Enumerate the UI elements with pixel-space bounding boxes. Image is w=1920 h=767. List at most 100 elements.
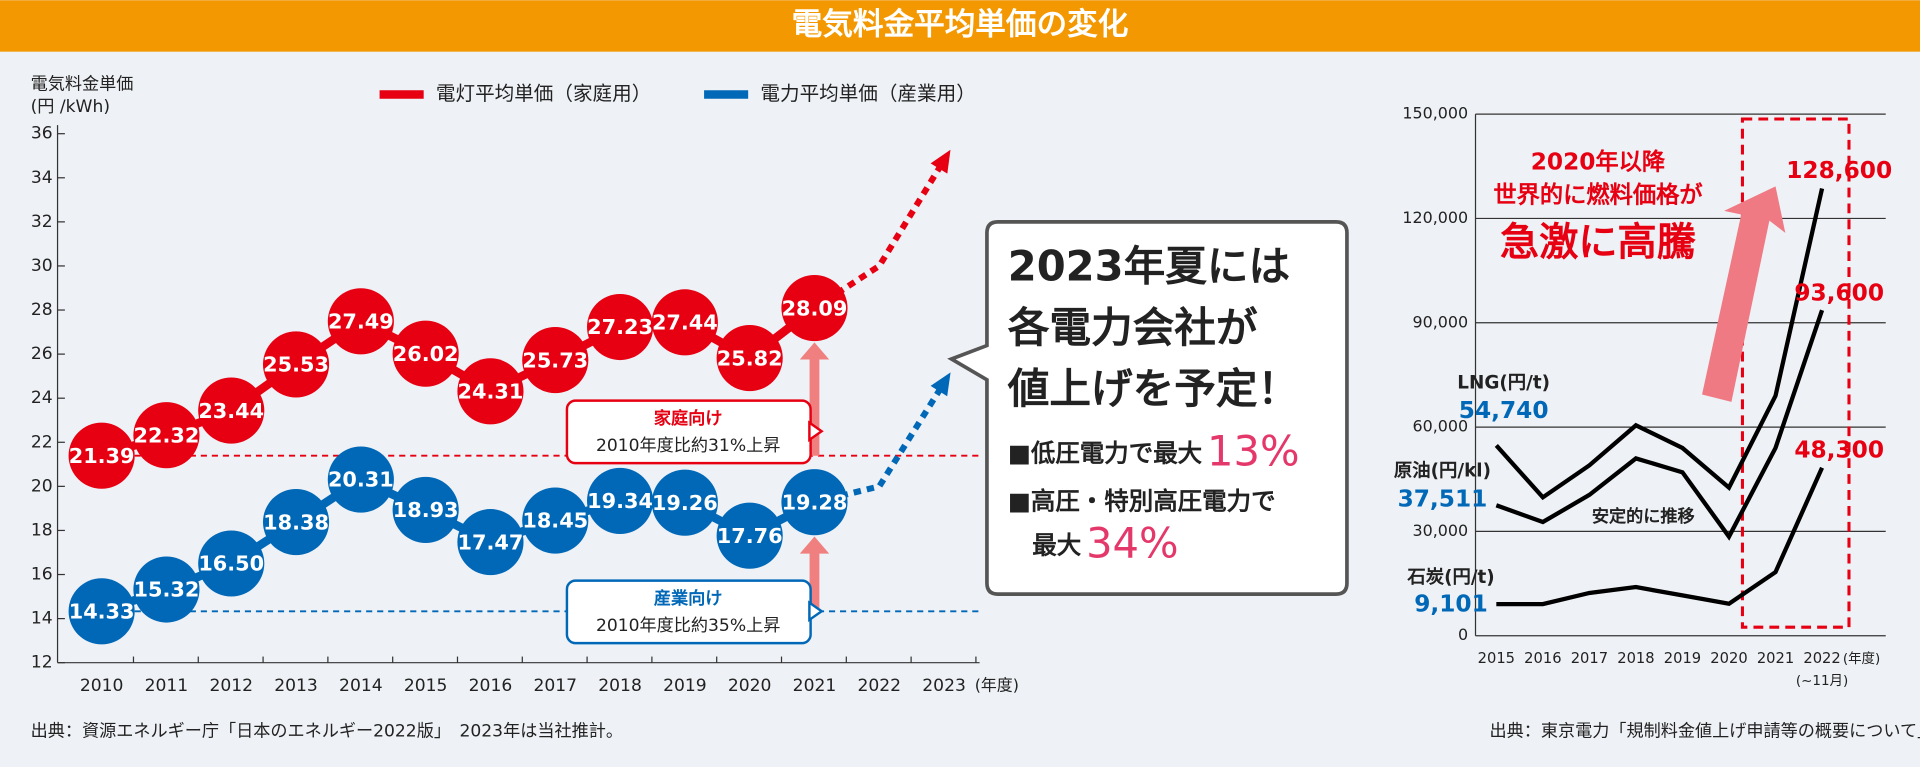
data-point xyxy=(781,469,848,536)
x-unit: (年度) xyxy=(1843,651,1880,667)
x-tick-label: 2011 xyxy=(145,676,189,696)
data-point xyxy=(133,402,200,469)
data-label: 128,600 xyxy=(1786,157,1892,184)
bubble-highlight: 13% xyxy=(1207,427,1300,476)
bubble-item-text: ■低圧電力で最大 xyxy=(1008,439,1203,468)
annotation: 安定的に推移 xyxy=(1592,506,1695,527)
data-point xyxy=(133,556,200,623)
data-point xyxy=(781,274,848,342)
y-tick-label: 120,000 xyxy=(1402,208,1468,227)
data-point xyxy=(716,325,783,392)
data-point xyxy=(522,327,589,394)
data-label: 54,740 xyxy=(1459,397,1549,424)
y-axis-label: (円 /kWh) xyxy=(31,97,110,117)
data-point xyxy=(262,489,330,556)
callout-pointer xyxy=(808,600,824,623)
y-axis-label: 電気料金単価 xyxy=(31,75,134,95)
data-label: 26.02 xyxy=(393,342,459,366)
data-label: 25.73 xyxy=(522,348,588,372)
x-tick-label: 2022 xyxy=(1803,650,1840,667)
bubble-heading: 2023年夏には xyxy=(1008,242,1290,291)
y-tick-label: 26 xyxy=(31,344,53,364)
y-tick-label: 20 xyxy=(31,476,53,496)
data-label: 20.31 xyxy=(328,468,394,492)
title-bar xyxy=(0,0,1920,52)
data-point xyxy=(198,530,265,597)
data-label: 16.50 xyxy=(198,552,264,576)
callout-pointer xyxy=(808,420,824,443)
data-label: 48,300 xyxy=(1794,436,1884,463)
data-label: 17.76 xyxy=(717,524,783,548)
data-label: 15.32 xyxy=(134,578,200,602)
increase-arrow xyxy=(799,536,830,612)
data-point xyxy=(327,446,394,513)
title: 電気料金平均単価の変化 xyxy=(792,6,1129,42)
data-label: 21.39 xyxy=(69,444,135,468)
data-point xyxy=(716,502,783,569)
data-point xyxy=(651,469,718,536)
y-tick-label: 22 xyxy=(31,432,53,452)
data-label: 14.33 xyxy=(69,600,135,624)
speech-bubble xyxy=(947,220,1349,596)
y-tick-label: 24 xyxy=(31,388,53,408)
highlight-text: 2020年以降 xyxy=(1531,149,1666,176)
x-tick-label: 2010 xyxy=(80,676,124,696)
x-tick-label: 2016 xyxy=(1524,650,1561,667)
bubble-item-text: 最大 xyxy=(1032,530,1081,559)
x-tick-label: 2019 xyxy=(663,676,707,696)
data-label: 18.38 xyxy=(263,510,329,534)
x-tick-label: 2023 xyxy=(922,676,966,696)
x-tick-label: 2020 xyxy=(1710,650,1747,667)
y-tick-label: 16 xyxy=(31,565,53,585)
x-tick-label: 2018 xyxy=(1617,650,1654,667)
x-tick-label: 2013 xyxy=(274,676,318,696)
x-note: (~11月) xyxy=(1796,674,1848,689)
data-point xyxy=(327,288,394,355)
data-point xyxy=(68,422,135,489)
surge-arrow xyxy=(1702,186,1786,402)
data-label: 19.28 xyxy=(782,490,848,514)
source-note: 出典：資源エネルギー庁「日本のエネルギー2022版」 2023年は当社推計。 xyxy=(31,721,623,741)
data-point xyxy=(68,578,135,645)
highlight-text: 世界的に燃料価格が xyxy=(1493,182,1703,209)
data-label: 24.31 xyxy=(458,380,524,404)
data-point xyxy=(457,509,524,576)
series-line xyxy=(1496,466,1824,607)
legend-label: 電灯平均単価（家庭用） xyxy=(436,82,651,105)
y-tick-label: 150,000 xyxy=(1402,104,1468,123)
increase-arrow xyxy=(799,342,830,456)
projection-arrowhead xyxy=(930,372,951,397)
data-point xyxy=(587,467,654,534)
y-tick-label: 60,000 xyxy=(1412,417,1468,436)
series-name: 石炭(円/t) xyxy=(1406,566,1494,588)
y-tick-label: 30 xyxy=(31,256,53,276)
x-tick-label: 2015 xyxy=(404,676,448,696)
highlight-frame xyxy=(1740,117,1851,629)
data-point xyxy=(392,320,459,387)
series-line xyxy=(1495,309,1825,541)
y-tick-label: 90,000 xyxy=(1412,312,1468,331)
x-tick-label: 2017 xyxy=(533,676,577,696)
data-label: 19.34 xyxy=(587,489,653,513)
data-label: 23.44 xyxy=(198,399,264,423)
data-point xyxy=(651,289,718,356)
callout-title: 家庭向け xyxy=(654,408,723,429)
highlight-text: 急激に高騰 xyxy=(1500,221,1697,266)
y-tick-label: 28 xyxy=(31,300,53,320)
y-tick-label: 12 xyxy=(31,653,53,673)
data-point xyxy=(522,487,589,554)
data-label: 27.23 xyxy=(587,315,653,339)
y-tick-label: 18 xyxy=(31,520,53,540)
x-tick-label: 2019 xyxy=(1664,650,1701,667)
data-label: 27.49 xyxy=(328,309,394,333)
data-point xyxy=(587,293,654,361)
y-tick-label: 30,000 xyxy=(1412,521,1468,540)
y-tick-label: 0 xyxy=(1458,625,1468,644)
bubble-heading: 各電力会社が xyxy=(1008,303,1258,352)
x-tick-label: 2012 xyxy=(209,676,253,696)
data-label: 27.44 xyxy=(652,311,718,335)
data-label: 22.32 xyxy=(134,423,200,447)
bubble-heading: 値上げを予定！ xyxy=(1007,364,1299,413)
